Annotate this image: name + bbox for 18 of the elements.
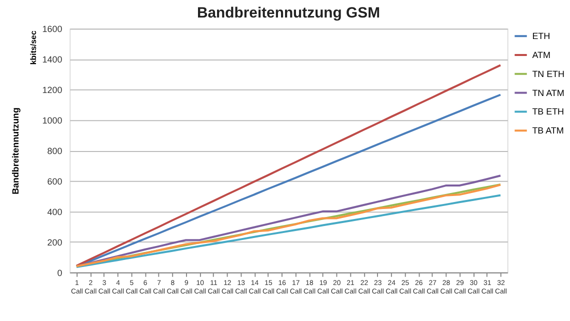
- y-tick-label: 1600: [42, 24, 62, 34]
- legend-label: TB ATM: [532, 126, 564, 136]
- y-tick-label: 0: [57, 268, 62, 278]
- y-tick-label: 1000: [42, 116, 62, 126]
- y-tick-label: 600: [47, 176, 62, 186]
- y-tick-label: 400: [47, 206, 62, 217]
- legend-label: TB ETH: [532, 106, 564, 117]
- y-tick-label: 200: [47, 237, 62, 248]
- text: kbits/sec: [28, 30, 38, 65]
- chart-title: Bandbreitennutzung GSM: [196, 4, 380, 22]
- legend-label: ATM: [532, 50, 550, 60]
- legend-label: TN ATM: [532, 88, 564, 98]
- legend-label: ETH: [532, 31, 550, 42]
- y-tick-label: 1400: [42, 54, 62, 65]
- legend-label: TN ETH: [532, 68, 564, 79]
- y-axis-title: Bandbreitennutzung: [10, 108, 20, 194]
- y-tick-label: 800: [47, 146, 62, 156]
- y-tick-label: 1200: [42, 85, 62, 96]
